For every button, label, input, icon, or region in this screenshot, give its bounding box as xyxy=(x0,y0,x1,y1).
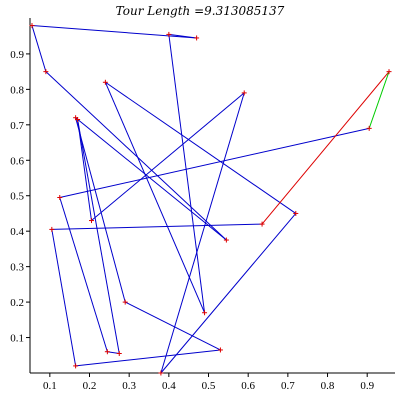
city-marker xyxy=(116,351,122,356)
tour-edge xyxy=(75,349,221,367)
city-marker xyxy=(366,125,372,131)
city-marker xyxy=(158,370,164,376)
tour-edge xyxy=(104,82,206,313)
city-marker xyxy=(223,237,229,243)
city-marker xyxy=(122,299,128,305)
city-marker xyxy=(73,115,79,121)
x-tick-label: 0.5 xyxy=(202,380,216,392)
city-marker xyxy=(29,23,35,29)
city-marker xyxy=(104,349,110,355)
x-tick-label: 0.4 xyxy=(162,380,176,392)
tour-edge xyxy=(105,81,297,214)
city-marker xyxy=(57,195,63,200)
y-tick-label: 0.4 xyxy=(10,226,24,238)
end-edge xyxy=(368,71,390,129)
city-marker xyxy=(293,210,299,216)
chart-title: Tour Length =9.313085137 xyxy=(115,4,285,18)
city-markers xyxy=(29,23,392,376)
city-marker xyxy=(43,69,49,75)
tour-edge xyxy=(91,92,245,221)
tour-edge xyxy=(75,117,126,303)
y-tick-label: 0.1 xyxy=(10,333,24,345)
x-tick-label: 0.6 xyxy=(241,380,255,392)
tour-edge xyxy=(59,197,108,352)
city-marker xyxy=(166,31,172,37)
tour-edge xyxy=(160,92,245,374)
tour-edge xyxy=(168,34,206,313)
city-marker xyxy=(241,90,247,96)
city-marker xyxy=(88,218,94,224)
tour-edge xyxy=(51,229,77,366)
y-tick-label: 0.8 xyxy=(10,84,24,96)
x-tick-label: 0.9 xyxy=(360,380,374,392)
x-tick-label: 0.8 xyxy=(321,380,335,392)
city-marker xyxy=(386,69,392,75)
y-tick-label: 0.3 xyxy=(10,262,24,274)
city-marker xyxy=(194,35,200,41)
tour-edge xyxy=(124,301,221,351)
tour-edge xyxy=(75,117,227,241)
tour-edge xyxy=(31,25,47,72)
tour-edge xyxy=(31,25,197,39)
x-tick-label: 0.2 xyxy=(83,380,97,392)
x-tick-label: 0.3 xyxy=(122,380,136,392)
city-marker xyxy=(217,347,223,353)
y-tick-label: 0.9 xyxy=(10,49,24,61)
x-tick-label: 0.7 xyxy=(281,380,295,392)
axes: 0.1 0.2 0.3 0.4 0.5 0.6 0.7 0.8 0.9 0.1 0.2 0.3 0.4 0… xyxy=(10,18,395,392)
city-marker xyxy=(49,226,55,232)
tour-edge xyxy=(59,127,370,198)
tour-edge xyxy=(51,223,263,230)
tour-edge xyxy=(45,71,227,241)
start-edge xyxy=(261,71,390,225)
y-tick-label: 0.2 xyxy=(10,297,24,309)
y-tick-label: 0.7 xyxy=(10,120,24,132)
city-marker xyxy=(73,363,79,369)
y-tick-label: 0.6 xyxy=(10,155,24,167)
city-marker xyxy=(259,221,265,227)
tour-edges xyxy=(31,25,390,374)
city-marker xyxy=(102,79,108,85)
tour-edge xyxy=(160,213,297,374)
tour-edge xyxy=(77,119,120,354)
y-tick-label: 0.5 xyxy=(10,191,24,203)
tour-edge xyxy=(77,119,92,221)
x-tick-label: 0.1 xyxy=(43,380,57,392)
city-marker xyxy=(202,310,208,316)
